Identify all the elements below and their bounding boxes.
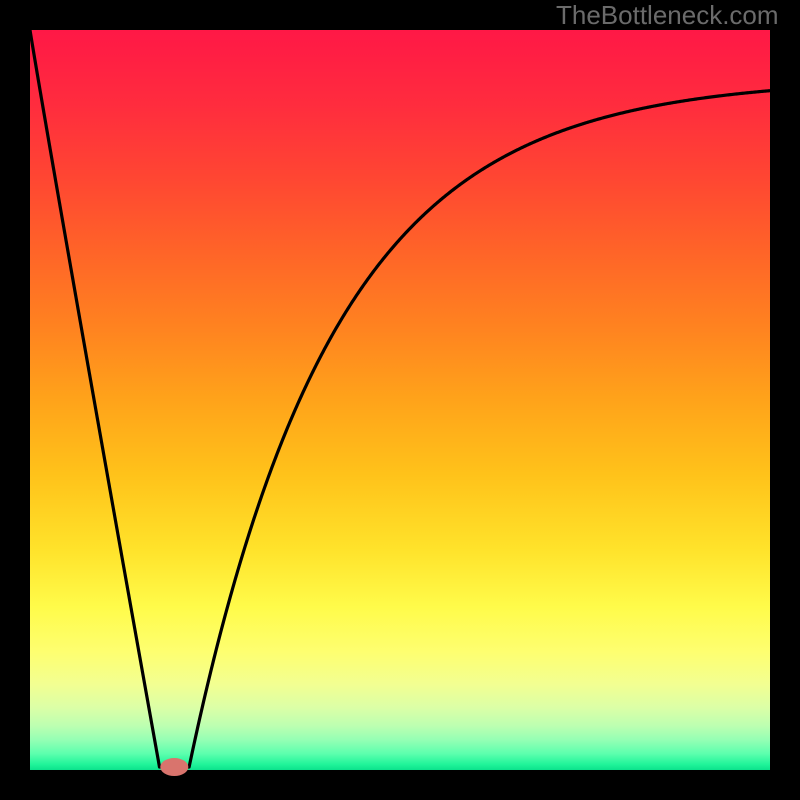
bottleneck-plot — [0, 0, 800, 800]
chart-stage: TheBottleneck.com — [0, 0, 800, 800]
watermark-text: TheBottleneck.com — [556, 0, 779, 31]
optimal-point-marker — [160, 758, 188, 776]
